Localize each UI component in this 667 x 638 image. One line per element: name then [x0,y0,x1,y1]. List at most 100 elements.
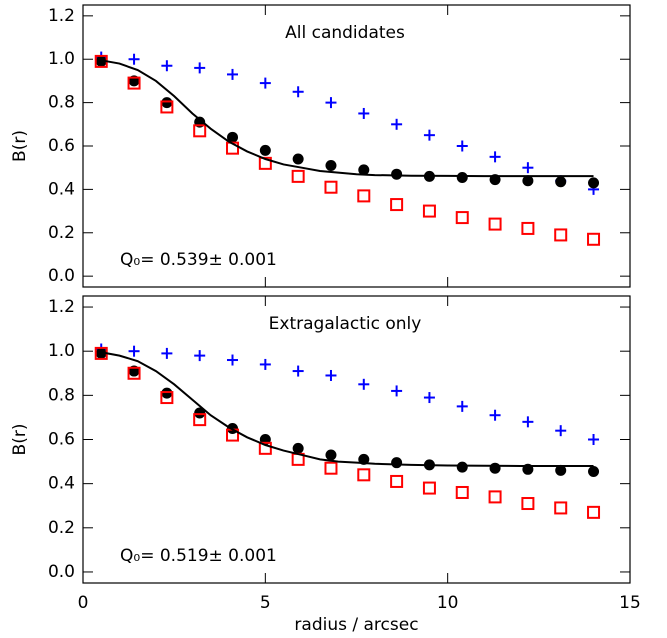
data-point [161,347,173,359]
data-point [325,160,337,172]
data-point [423,392,435,404]
data-point [489,409,501,421]
y-tick-label: 0.4 [48,179,75,199]
data-point [194,62,206,74]
data-point [95,347,107,359]
data-point [555,464,567,476]
data-point [488,490,502,504]
data-point [193,413,207,427]
data-point [456,171,468,183]
data-point [522,162,534,174]
x-tick-label: 5 [260,593,271,613]
data-point [324,180,338,194]
data-point [325,369,337,381]
x-tick-label: 0 [78,593,89,613]
data-point [194,350,206,362]
data-point [127,76,141,90]
data-point [160,100,174,114]
data-point [227,68,239,80]
x-axis-label: radius / arcsec [294,615,418,635]
plot-frame [82,295,631,584]
data-point [391,118,403,130]
y-tick-label: 0.8 [48,93,75,113]
data-point [161,60,173,72]
data-point [456,140,468,152]
data-point [555,425,567,437]
data-point [259,77,271,89]
data-point [357,189,371,203]
data-point [160,391,174,405]
data-point [161,387,173,399]
data-point [258,156,272,170]
data-point [292,153,304,165]
y-tick-label: 0.4 [48,474,75,494]
data-point [193,124,207,138]
y-tick-label: 1.2 [48,6,75,26]
y-tick-label: 1.0 [48,49,75,69]
x-tick-label: 10 [437,593,459,613]
data-point [455,211,469,225]
y-tick-label: 0.2 [48,518,75,538]
data-point [325,97,337,109]
data-point [259,358,271,370]
data-point [488,217,502,231]
data-point [522,416,534,428]
data-point [324,461,338,475]
data-point [358,164,370,176]
data-point [292,365,304,377]
chart-title: Extragalactic only [269,314,422,334]
data-point [358,107,370,119]
data-point [161,97,173,109]
data-point [391,385,403,397]
data-point [391,168,403,180]
y-tick-label: 0.8 [48,385,75,405]
data-point [422,204,436,218]
data-point [128,345,140,357]
data-point [555,176,567,188]
data-point [588,466,600,478]
data-point [227,354,239,366]
data-point [489,151,501,163]
data-point [95,55,107,67]
data-point [358,378,370,390]
model-line [101,351,594,467]
annotation: Q₀= 0.519± 0.001 [120,546,277,566]
data-point [127,366,141,380]
x-tick-label: 15 [619,593,641,613]
data-point [194,407,206,419]
data-point [588,177,600,189]
data-point [292,442,304,454]
data-point [521,221,535,235]
y-tick-label: 0.2 [48,223,75,243]
data-point [390,198,404,212]
data-point [259,144,271,156]
y-tick-label: 0.0 [48,562,75,582]
y-tick-label: 0.6 [48,430,75,450]
data-point [292,86,304,98]
data-point [456,400,468,412]
data-point [227,131,239,143]
y-tick-label: 1.2 [48,297,75,317]
model-line [101,59,594,178]
y-axis-label: B(r) [10,424,30,456]
data-point [456,461,468,473]
data-point [489,462,501,474]
data-point [554,228,568,242]
data-point [291,169,305,183]
data-point [455,485,469,499]
data-point [423,129,435,141]
data-point [587,232,601,246]
annotation: Q₀= 0.539± 0.001 [120,250,277,270]
data-point [391,457,403,469]
y-tick-label: 0.0 [48,266,75,286]
data-point [554,501,568,515]
chart-title: All candidates [285,23,405,43]
data-point [128,53,140,65]
data-point [325,449,337,461]
y-tick-label: 0.6 [48,136,75,156]
data-point [588,434,600,445]
data-point [357,468,371,482]
data-point [258,441,272,455]
data-point [422,481,436,495]
